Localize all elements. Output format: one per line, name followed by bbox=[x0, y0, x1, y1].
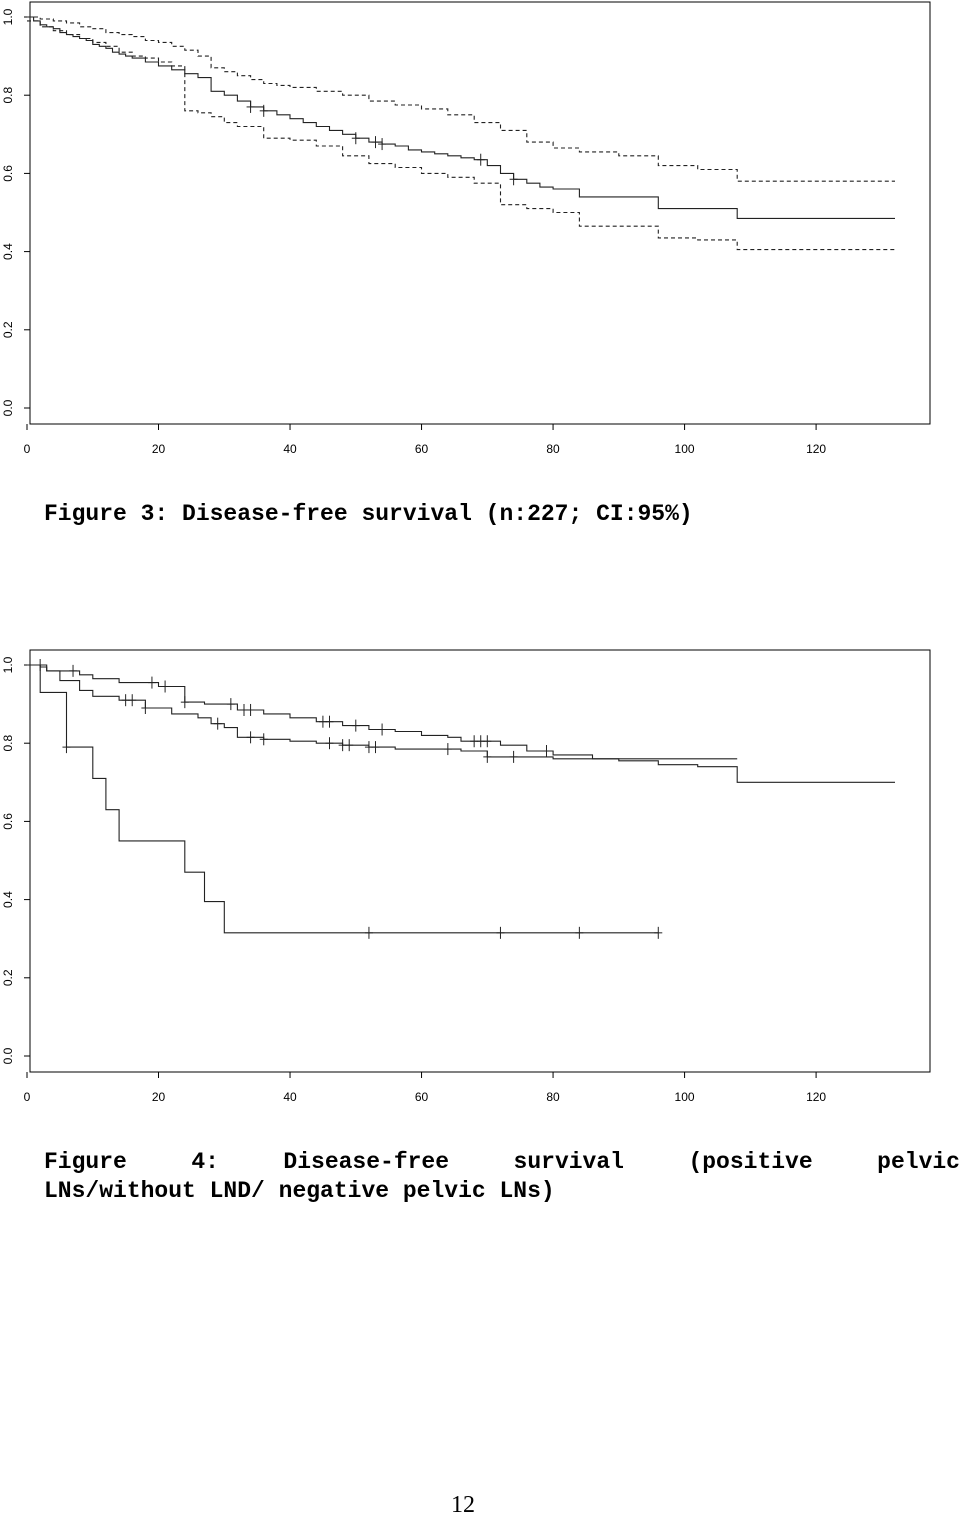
censor-mark bbox=[259, 733, 268, 746]
page-number: 12 bbox=[451, 1492, 475, 1518]
x-tick-label: 0 bbox=[24, 442, 31, 456]
censor-mark bbox=[371, 136, 380, 149]
x-tick-label: 80 bbox=[546, 442, 560, 456]
censor-mark bbox=[226, 698, 235, 711]
y-tick-label: 0.4 bbox=[1, 243, 15, 260]
figure-3-caption: Figure 3: Disease-free survival (n:227; … bbox=[44, 501, 693, 527]
figure-4-caption: Figure 4: Disease-free survival (positiv… bbox=[44, 1148, 960, 1206]
y-tick-label: 0.4 bbox=[1, 891, 15, 908]
confidence-bound-line bbox=[27, 16, 895, 182]
y-tick-label: 0.0 bbox=[1, 399, 15, 416]
x-tick-label: 100 bbox=[675, 442, 695, 456]
censor-mark bbox=[246, 100, 255, 113]
censor-mark bbox=[180, 696, 189, 709]
caption-word: survival bbox=[513, 1149, 624, 1175]
x-tick-label: 120 bbox=[806, 1090, 826, 1104]
censor-mark bbox=[542, 745, 551, 758]
censor-mark bbox=[128, 694, 137, 707]
censor-mark bbox=[213, 717, 222, 730]
censor-mark bbox=[378, 723, 387, 736]
x-tick-label: 100 bbox=[675, 1090, 695, 1104]
caption-word: pelvic bbox=[877, 1149, 960, 1175]
censor-mark bbox=[575, 926, 584, 939]
censor-mark bbox=[141, 702, 150, 715]
censor-mark bbox=[476, 153, 485, 166]
caption-word: Figure bbox=[44, 1149, 127, 1175]
censor-mark bbox=[345, 739, 354, 752]
censor-mark bbox=[443, 743, 452, 756]
y-tick-label: 0.6 bbox=[1, 165, 15, 182]
censor-mark bbox=[69, 664, 78, 677]
censor-mark bbox=[378, 138, 387, 151]
x-tick-label: 20 bbox=[152, 442, 166, 456]
y-tick-label: 1.0 bbox=[1, 656, 15, 673]
caption-word: (positive bbox=[688, 1149, 813, 1175]
confidence-bound-line bbox=[27, 20, 895, 251]
survival-plot-figure-3: 0 20 40 60 80 100 120 0.0 0.2 0.4 0.6 0.8 1.0 bbox=[1, 1, 931, 456]
caption-word: 4: bbox=[191, 1149, 219, 1175]
survival-plot-figure-4: 0 20 40 60 80 100 120 0.0 0.2 0.4 0.6 0.8 1.0 bbox=[1, 649, 931, 1104]
y-tick-label: 0.8 bbox=[1, 735, 15, 752]
censor-mark bbox=[246, 731, 255, 744]
survival-curve-line bbox=[27, 16, 895, 219]
y-tick-label: 0.2 bbox=[1, 969, 15, 986]
censor-mark bbox=[161, 680, 170, 693]
figure-4-caption-line-2: LNs/without LND/ negative pelvic LNs) bbox=[44, 1178, 555, 1204]
x-tick-label: 60 bbox=[415, 1090, 429, 1104]
plot-frame bbox=[29, 1, 931, 425]
censor-mark bbox=[325, 715, 334, 728]
figure-4-caption-line-1: Figure 4: Disease-free survival (positiv… bbox=[44, 1148, 960, 1177]
censor-mark bbox=[364, 926, 373, 939]
censor-mark bbox=[351, 132, 360, 145]
y-tick-label: 0.0 bbox=[1, 1047, 15, 1064]
censor-mark bbox=[509, 750, 518, 763]
censor-mark bbox=[509, 173, 518, 186]
censor-mark bbox=[259, 104, 268, 117]
x-tick-label: 20 bbox=[152, 1090, 166, 1104]
x-tick-label: 40 bbox=[283, 1090, 297, 1104]
censor-mark bbox=[62, 741, 71, 754]
censor-mark bbox=[325, 737, 334, 750]
survival-curve-line bbox=[27, 664, 738, 760]
x-tick-label: 40 bbox=[283, 442, 297, 456]
plot-frame bbox=[29, 649, 931, 1073]
caption-word: Disease-free bbox=[283, 1149, 450, 1175]
y-tick-label: 0.2 bbox=[1, 321, 15, 338]
x-tick-label: 0 bbox=[24, 1090, 31, 1104]
censor-mark bbox=[483, 735, 492, 748]
survival-curve-line bbox=[27, 664, 659, 934]
survival-curve-line bbox=[27, 664, 895, 783]
censor-mark bbox=[371, 741, 380, 754]
censor-mark bbox=[496, 926, 505, 939]
x-tick-label: 80 bbox=[546, 1090, 560, 1104]
y-tick-label: 0.8 bbox=[1, 87, 15, 104]
censor-mark bbox=[483, 750, 492, 763]
x-tick-label: 60 bbox=[415, 442, 429, 456]
y-tick-label: 0.6 bbox=[1, 813, 15, 830]
censor-mark bbox=[351, 719, 360, 732]
censor-mark bbox=[654, 926, 663, 939]
y-tick-label: 1.0 bbox=[1, 8, 15, 25]
censor-mark bbox=[246, 703, 255, 716]
x-tick-label: 120 bbox=[806, 442, 826, 456]
censor-mark bbox=[147, 676, 156, 689]
